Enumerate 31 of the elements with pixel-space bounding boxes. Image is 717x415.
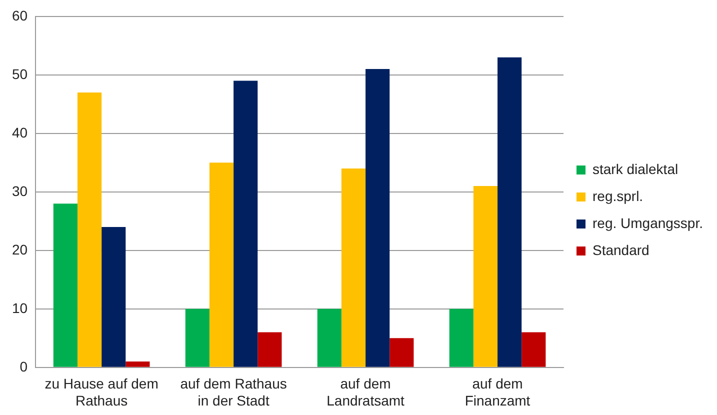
bar: [317, 308, 342, 367]
bar: [473, 186, 498, 367]
bar: [77, 92, 102, 367]
y-tick-label: 60: [12, 7, 28, 24]
bar: [449, 308, 474, 367]
bar: [102, 227, 126, 367]
y-tick-label: 0: [20, 358, 28, 374]
x-tick-label: auf dem Rathaus in der Stadt: [180, 376, 287, 408]
bar: [366, 69, 390, 367]
x-tick-label: zu Hause auf dem Rathaus: [44, 376, 158, 408]
legend-label: stark dialektal: [592, 160, 678, 177]
bar: [258, 332, 282, 367]
legend-label: reg.sprl.: [592, 188, 644, 204]
y-tick-label: 20: [12, 241, 28, 258]
bar: [185, 308, 210, 367]
bar: [209, 162, 234, 367]
legend-label: Standard: [592, 242, 650, 258]
bar: [126, 362, 150, 367]
x-tick-label: auf dem Finanzamt: [464, 376, 530, 408]
bar: [390, 338, 414, 367]
y-tick-label: 30: [12, 182, 28, 199]
bar: [234, 80, 258, 367]
bar: [341, 168, 366, 367]
y-tick-label: 50: [12, 66, 28, 82]
legend-label: reg. Umgangsspr.: [592, 214, 704, 231]
y-tick-label: 10: [12, 300, 28, 316]
x-tick-label: auf dem Landratsamt: [326, 376, 405, 408]
bar: [522, 332, 546, 367]
bar: [53, 204, 78, 367]
bar: [498, 57, 522, 367]
y-tick-label: 40: [12, 124, 28, 140]
